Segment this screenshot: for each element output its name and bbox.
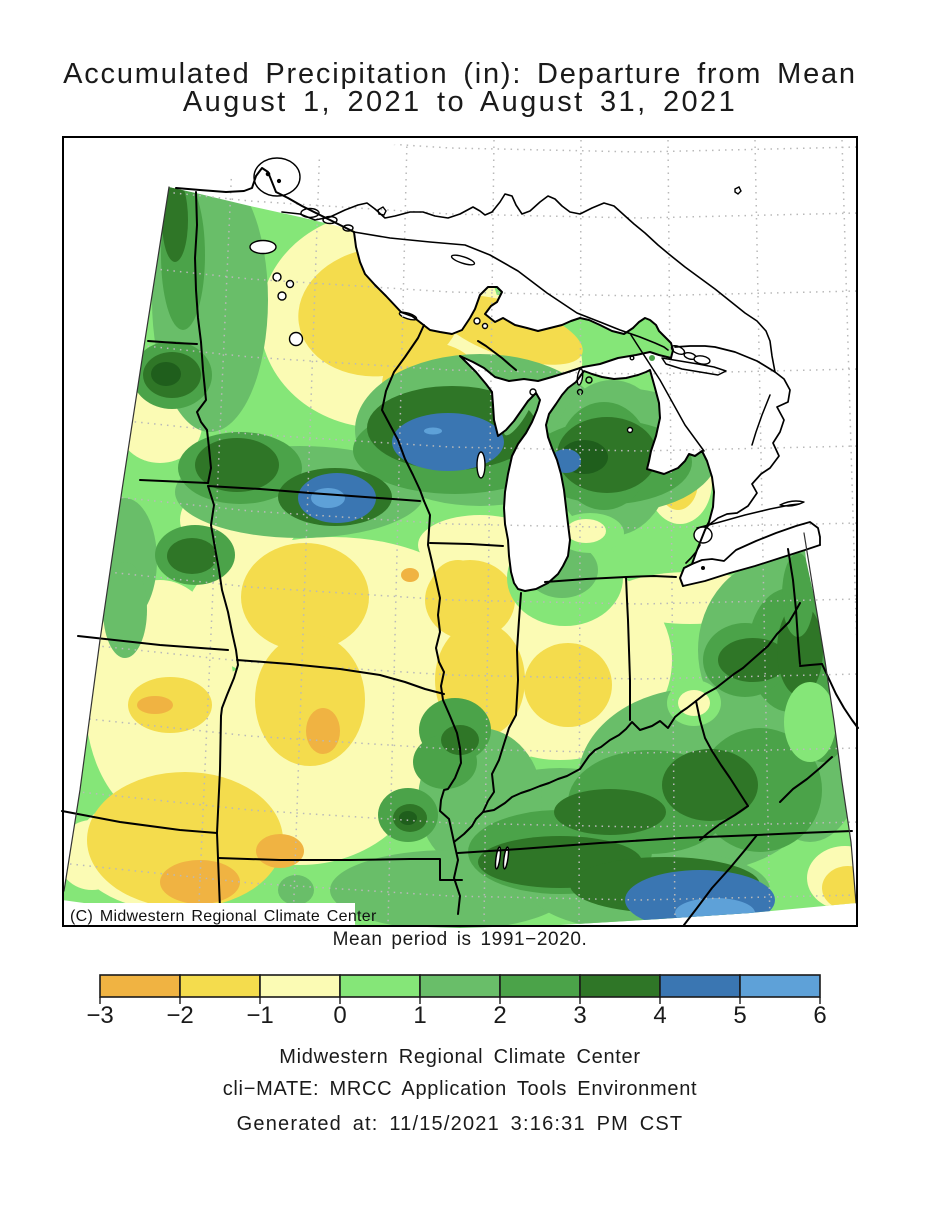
svg-text:4: 4 xyxy=(653,1002,666,1029)
svg-text:3: 3 xyxy=(573,1002,586,1029)
svg-text:1: 1 xyxy=(413,1002,426,1029)
svg-text:−2: −2 xyxy=(166,1002,193,1029)
svg-text:5: 5 xyxy=(733,1002,746,1029)
svg-text:−3: −3 xyxy=(86,1002,113,1029)
svg-text:(C) Midwestern Regional Climat: (C) Midwestern Regional Climate Center xyxy=(70,908,377,925)
svg-text:−1: −1 xyxy=(246,1002,273,1029)
svg-text:0: 0 xyxy=(333,1002,346,1029)
svg-text:6: 6 xyxy=(813,1002,826,1029)
svg-text:2: 2 xyxy=(493,1002,506,1029)
